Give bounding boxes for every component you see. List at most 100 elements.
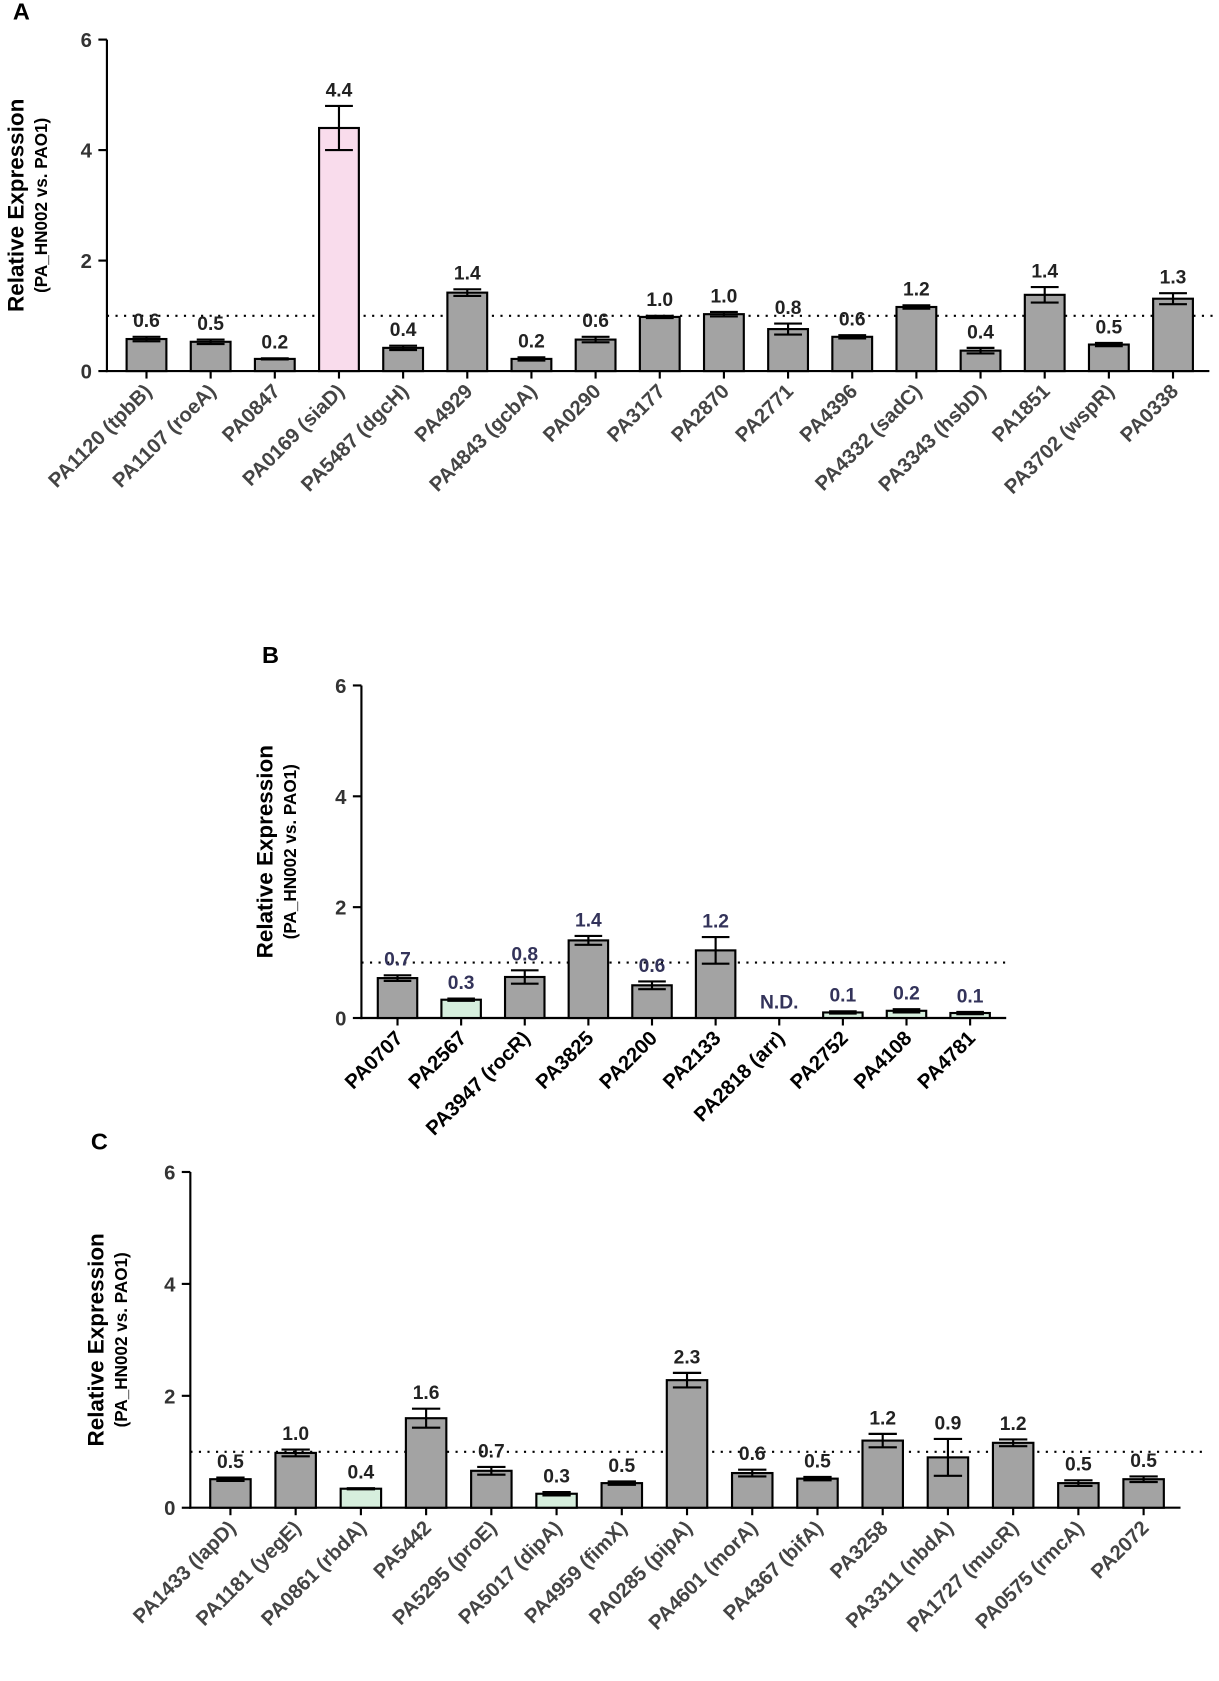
bar bbox=[209, 1478, 252, 1509]
value-label: 0.5 bbox=[804, 1451, 831, 1472]
x-tick-label: PA0847 bbox=[218, 380, 284, 446]
y-tick-label: 2 bbox=[335, 898, 346, 920]
value-label: 0.6 bbox=[639, 956, 666, 977]
value-label: 0.2 bbox=[893, 984, 920, 1005]
bar bbox=[638, 315, 681, 373]
x-tick-label: PA2752 bbox=[786, 1027, 852, 1093]
bar bbox=[318, 126, 360, 373]
bar bbox=[574, 338, 617, 373]
value-label: 0.1 bbox=[829, 986, 856, 1007]
y-axis-subtitle: (PA_HN002 vs. PAO1) bbox=[281, 764, 300, 939]
value-label: 0.5 bbox=[1130, 1451, 1157, 1472]
x-tick-label: PA0707 bbox=[341, 1027, 407, 1093]
x-tick-label: PA2072 bbox=[1087, 1517, 1153, 1583]
bar bbox=[1087, 343, 1130, 373]
x-tick-label: PA3177 bbox=[603, 380, 669, 446]
y-tick-label: 0 bbox=[81, 362, 92, 384]
value-label: 0.3 bbox=[543, 1466, 570, 1487]
bar bbox=[702, 313, 745, 373]
value-label: 0.4 bbox=[348, 1463, 375, 1484]
value-label: 0.7 bbox=[478, 1441, 505, 1462]
bar bbox=[1152, 297, 1194, 373]
value-label: 0.2 bbox=[518, 332, 545, 353]
bar bbox=[730, 1471, 774, 1509]
bar bbox=[253, 357, 296, 373]
bar bbox=[274, 1451, 317, 1509]
x-tick-label: PA4929 bbox=[411, 380, 477, 446]
bar bbox=[1122, 1478, 1165, 1509]
value-label: 1.2 bbox=[903, 280, 930, 301]
bar bbox=[470, 1469, 513, 1509]
value-label: 4.4 bbox=[326, 80, 353, 101]
value-label: 0.1 bbox=[957, 986, 984, 1007]
value-label: 1.4 bbox=[454, 264, 481, 285]
x-tick-label: PA0338 bbox=[1117, 380, 1183, 446]
value-label: 0.9 bbox=[935, 1413, 962, 1434]
y-axis-title: Relative Expression bbox=[4, 99, 29, 312]
bar bbox=[404, 1417, 448, 1509]
value-label: 1.0 bbox=[711, 286, 738, 307]
value-label: 0.6 bbox=[739, 1444, 766, 1465]
value-label: 1.0 bbox=[646, 290, 673, 311]
x-tick-label: PA2870 bbox=[668, 380, 734, 446]
x-tick-label: PA0290 bbox=[539, 380, 605, 446]
x-tick-label: PA4396 bbox=[796, 380, 862, 446]
value-label: 0.5 bbox=[197, 314, 224, 335]
bar bbox=[189, 340, 232, 373]
value-label: 0.4 bbox=[967, 322, 994, 343]
value-label: 0.2 bbox=[261, 333, 288, 354]
value-label: 0.6 bbox=[133, 311, 160, 332]
y-tick-label: 4 bbox=[164, 1274, 176, 1296]
y-axis-title: Relative Expression bbox=[84, 1233, 109, 1446]
value-label: N.D. bbox=[760, 992, 798, 1013]
bar bbox=[125, 337, 168, 373]
x-tick-label: PA4108 bbox=[850, 1027, 916, 1093]
y-tick-label: 6 bbox=[335, 676, 346, 698]
bar bbox=[567, 939, 610, 1020]
bar bbox=[665, 1379, 709, 1509]
bar bbox=[831, 335, 874, 373]
x-tick-label: PA3258 bbox=[826, 1517, 892, 1583]
value-label: 1.6 bbox=[413, 1383, 440, 1404]
y-tick-label: 4 bbox=[81, 141, 93, 163]
y-tick-label: 0 bbox=[335, 1008, 346, 1030]
panel-label: A bbox=[13, 0, 30, 24]
x-tick-label: PA2200 bbox=[596, 1027, 662, 1093]
y-axis-label: Relative Expression (PA_HN002 vs. PAO1) bbox=[4, 99, 52, 312]
x-tick-label: PA1851 bbox=[988, 380, 1054, 446]
bar bbox=[440, 998, 482, 1020]
bar bbox=[631, 984, 673, 1020]
x-tick-label: PA1727 (mucR) bbox=[903, 1517, 1023, 1637]
bar bbox=[796, 1477, 839, 1509]
value-label: 0.3 bbox=[448, 973, 475, 994]
bar bbox=[861, 1439, 904, 1509]
value-label: 2.3 bbox=[674, 1347, 701, 1368]
bar bbox=[376, 977, 419, 1020]
panel-label: C bbox=[91, 1129, 108, 1155]
x-tick-label: PA3702 (wspR) bbox=[1001, 380, 1119, 498]
value-label: 0.6 bbox=[839, 310, 866, 331]
bar bbox=[600, 1482, 644, 1509]
y-tick-label: 6 bbox=[164, 1162, 175, 1184]
value-label: 1.2 bbox=[702, 911, 729, 932]
x-tick-label: PA2133 bbox=[659, 1027, 725, 1093]
y-axis-subtitle: (PA_HN002 vs. PAO1) bbox=[112, 1252, 131, 1427]
value-label: 1.4 bbox=[1031, 261, 1058, 282]
y-tick-label: 2 bbox=[164, 1386, 175, 1408]
value-label: 0.5 bbox=[217, 1452, 244, 1473]
value-label: 0.8 bbox=[775, 298, 802, 319]
bar bbox=[382, 346, 425, 373]
value-label: 0.7 bbox=[384, 950, 411, 971]
bar bbox=[991, 1441, 1035, 1509]
y-axis-label: Relative Expression (PA_HN002 vs. PAO1) bbox=[253, 745, 301, 958]
y-axis-label: Relative Expression (PA_HN002 vs. PAO1) bbox=[84, 1233, 132, 1446]
value-label: 0.6 bbox=[582, 311, 609, 332]
bar bbox=[339, 1487, 383, 1509]
bar bbox=[1023, 293, 1066, 373]
y-tick-label: 0 bbox=[164, 1498, 175, 1520]
value-label: 0.5 bbox=[608, 1456, 635, 1477]
x-tick-label: PA2771 bbox=[732, 380, 798, 446]
y-tick-label: 4 bbox=[335, 787, 347, 809]
